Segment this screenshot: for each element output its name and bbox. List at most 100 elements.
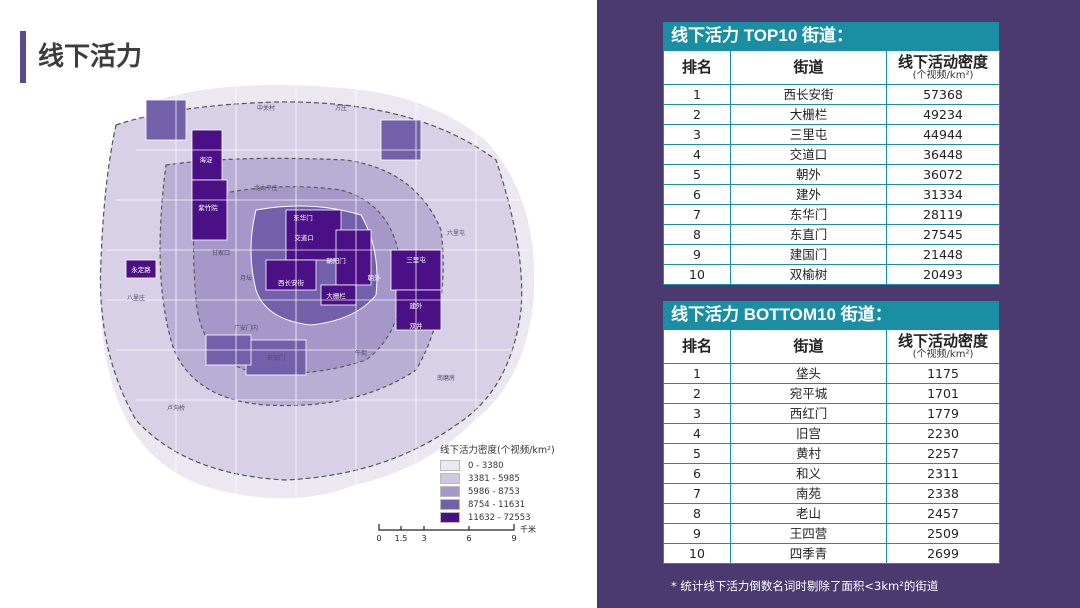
bottom10-title: 线下活力 BOTTOM10 街道： [663, 301, 999, 329]
map-label: 牛街 [355, 349, 367, 357]
street-cell: 三里屯 [730, 124, 887, 145]
map-label: 六里屯 [447, 229, 465, 237]
map-label: 月坛 [240, 274, 252, 282]
map-label: 南磨房 [437, 374, 455, 382]
rank-cell: 3 [663, 124, 731, 145]
scale-bar: 0 1.5 3 6 9 千米 [376, 524, 536, 543]
rank-cell: 2 [663, 104, 731, 125]
street-cell: 双榆树 [730, 264, 887, 285]
map-label: 方庄 [335, 104, 347, 112]
density-cell: 2699 [886, 543, 1000, 564]
legend-swatch [440, 512, 460, 523]
street-cell: 大栅栏 [730, 104, 887, 125]
table-row: 9 王四营 2509 [663, 523, 1000, 544]
rank-cell: 1 [663, 363, 731, 384]
density-cell: 20493 [886, 264, 1000, 285]
table-header-row: 排名 街道 线下活动密度 (个视频/km²) [663, 329, 1000, 364]
legend-title: 线下活力密度(个视频/km²) [440, 445, 555, 456]
bottom10-table-section: 线下活力 BOTTOM10 街道： 排名 街道 线下活动密度 (个视频/km²) … [663, 301, 1000, 564]
map-label: 右安门 [267, 354, 285, 362]
legend-swatch [440, 460, 460, 471]
legend-label: 0 - 3380 [468, 460, 504, 471]
top10-table: 排名 街道 线下活动密度 (个视频/km²) 1 西长安街 57368 2 大栅栏 4923… [663, 50, 1000, 285]
street-cell: 建外 [730, 184, 887, 205]
table-row: 2 大栅栏 49234 [663, 104, 1000, 125]
legend-item: 11632 - 72553 [440, 511, 590, 524]
map-label: 建外 [410, 301, 424, 310]
legend-label: 11632 - 72553 [468, 512, 531, 523]
scale-tick: 1.5 [395, 534, 408, 543]
map-label: 东华门 [293, 213, 313, 222]
table-row: 10 四季青 2699 [663, 543, 1000, 564]
rank-cell: 7 [663, 483, 731, 504]
page-title: 线下活力 [38, 42, 143, 72]
map-label: 广安门内 [234, 324, 258, 332]
legend-swatch [440, 486, 460, 497]
density-cell: 2311 [886, 463, 1000, 484]
rank-cell: 9 [663, 244, 731, 265]
rank-header: 排名 [663, 50, 731, 85]
bottom10-table: 排名 街道 线下活动密度 (个视频/km²) 1 垡头 1175 2 宛平城 1701 3 西红… [663, 329, 1000, 564]
street-cell: 建国门 [730, 244, 887, 265]
density-header: 线下活动密度 (个视频/km²) [886, 329, 1000, 364]
map-label: 中关村 [257, 104, 275, 112]
map-label: 海淀 [200, 155, 214, 164]
table-row: 9 建国门 21448 [663, 244, 1000, 265]
table-row: 6 和义 2311 [663, 463, 1000, 484]
map-label: 永定路 [131, 265, 151, 274]
table-row: 1 西长安街 57368 [663, 84, 1000, 105]
street-cell: 南苑 [730, 483, 887, 504]
rank-cell: 5 [663, 164, 731, 185]
density-cell: 57368 [886, 84, 1000, 105]
rank-cell: 1 [663, 84, 731, 105]
rank-cell: 9 [663, 523, 731, 544]
street-header: 街道 [730, 50, 887, 85]
scale-tick: 6 [466, 534, 471, 543]
density-cell: 21448 [886, 244, 1000, 265]
legend-label: 3381 - 5985 [468, 473, 520, 484]
scale-tick: 9 [511, 534, 516, 543]
density-cell: 1175 [886, 363, 1000, 384]
map-label: 三里屯 [406, 255, 426, 264]
density-header: 线下活动密度 (个视频/km²) [886, 50, 1000, 85]
title-accent-bar [20, 31, 26, 83]
legend-label: 8754 - 11631 [468, 499, 526, 510]
density-cell: 31334 [886, 184, 1000, 205]
street-cell: 旧宫 [730, 423, 887, 444]
density-cell: 2338 [886, 483, 1000, 504]
street-cell: 交道口 [730, 144, 887, 165]
map-legend: 线下活力密度(个视频/km²) 0 - 3380 3381 - 5985 598… [440, 442, 590, 524]
street-cell: 黄村 [730, 443, 887, 464]
map-label: 八里庄 [127, 294, 145, 302]
scale-tick: 3 [421, 534, 426, 543]
table-row: 2 宛平城 1701 [663, 383, 1000, 404]
table-row: 3 西红门 1779 [663, 403, 1000, 424]
density-cell: 36448 [886, 144, 1000, 165]
legend-item: 5986 - 8753 [440, 485, 590, 498]
street-cell: 王四营 [730, 523, 887, 544]
scale-unit: 千米 [520, 524, 536, 534]
table-row: 8 东直门 27545 [663, 224, 1000, 245]
footnote: * 统计线下活力倒数名词时剔除了面积<3km²的街道 [671, 579, 939, 593]
street-cell: 老山 [730, 503, 887, 524]
street-cell: 垡头 [730, 363, 887, 384]
table-row: 6 建外 31334 [663, 184, 1000, 205]
legend-item: 3381 - 5985 [440, 472, 590, 485]
table-row: 10 双榆树 20493 [663, 264, 1000, 285]
table-row: 1 垡头 1175 [663, 363, 1000, 384]
density-cell: 1701 [886, 383, 1000, 404]
density-cell: 2457 [886, 503, 1000, 524]
table-row: 8 老山 2457 [663, 503, 1000, 524]
density-cell: 27545 [886, 224, 1000, 245]
map-label: 卢沟桥 [167, 404, 185, 412]
beijing-choropleth-map: 东华门 交道口 朝阳门 三里屯 朝外 建外 西长安街 大栅栏 海淀 紫竹院 永定… [99, 83, 536, 500]
rank-cell: 10 [663, 543, 731, 564]
rank-cell: 10 [663, 264, 731, 285]
street-header: 街道 [730, 329, 887, 364]
legend-item: 8754 - 11631 [440, 498, 590, 511]
rank-cell: 2 [663, 383, 731, 404]
rank-cell: 3 [663, 403, 731, 424]
street-cell: 朝外 [730, 164, 887, 185]
legend-swatch [440, 473, 460, 484]
map-label: 大栅栏 [326, 291, 346, 300]
